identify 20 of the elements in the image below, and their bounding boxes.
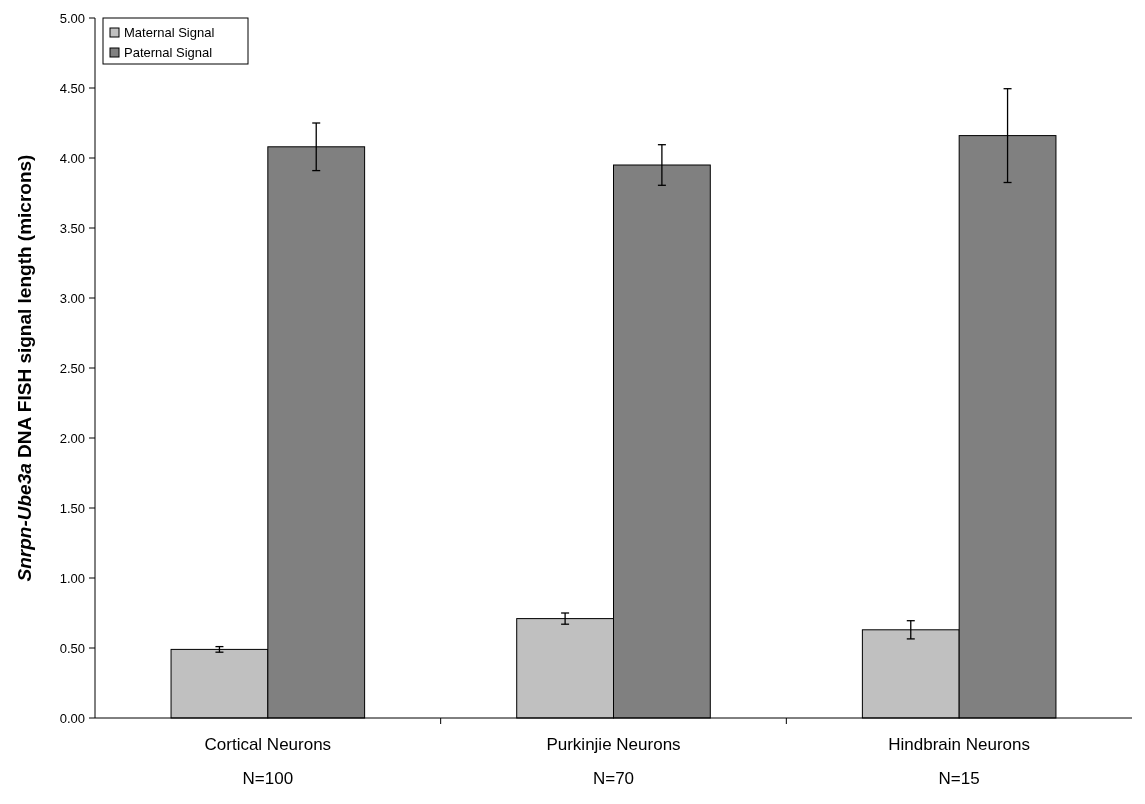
- y-tick-label: 2.00: [59, 430, 85, 446]
- y-tick-label: 0.50: [59, 640, 85, 656]
- y-tick-label: 0.00: [59, 710, 85, 726]
- legend-label: Paternal Signal: [124, 45, 213, 60]
- text: N=15: [938, 769, 980, 788]
- y-tick-label: 1.00: [59, 570, 85, 586]
- x-tick-label: Purkinjie Neurons: [546, 735, 681, 754]
- legend-label: Maternal Signal: [124, 25, 215, 40]
- text: N=70: [592, 769, 635, 788]
- y-tick-label: 5.00: [59, 10, 85, 26]
- x-tick-label: Hindbrain Neurons: [888, 735, 1031, 754]
- y-tick-label: 3.50: [59, 220, 85, 236]
- y-tick-label: 3.00: [59, 290, 85, 306]
- x-tick-label: Cortical Neurons: [204, 735, 332, 754]
- y-tick-label: 4.00: [59, 150, 85, 166]
- y-tick-label: 2.50: [59, 360, 85, 376]
- y-tick-label: 1.50: [59, 500, 85, 516]
- text: N=100: [242, 769, 294, 788]
- y-axis-title: Snrpn-Ube3a DNA FISH signal length (microns): [14, 154, 35, 582]
- y-tick-label: 4.50: [59, 80, 85, 96]
